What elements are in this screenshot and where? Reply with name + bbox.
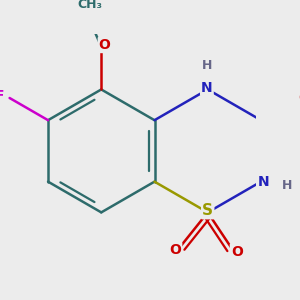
Text: H: H	[281, 178, 292, 192]
Text: O: O	[169, 243, 181, 257]
Text: O: O	[99, 38, 111, 52]
Text: F: F	[0, 89, 4, 103]
Text: S: S	[202, 203, 213, 218]
Text: O: O	[231, 245, 243, 259]
Text: CH₃: CH₃	[78, 0, 103, 11]
Text: N: N	[258, 175, 269, 189]
Text: O: O	[298, 91, 300, 105]
Text: N: N	[201, 81, 213, 95]
Text: methoxy: methoxy	[82, 4, 88, 6]
Text: H: H	[202, 59, 212, 72]
